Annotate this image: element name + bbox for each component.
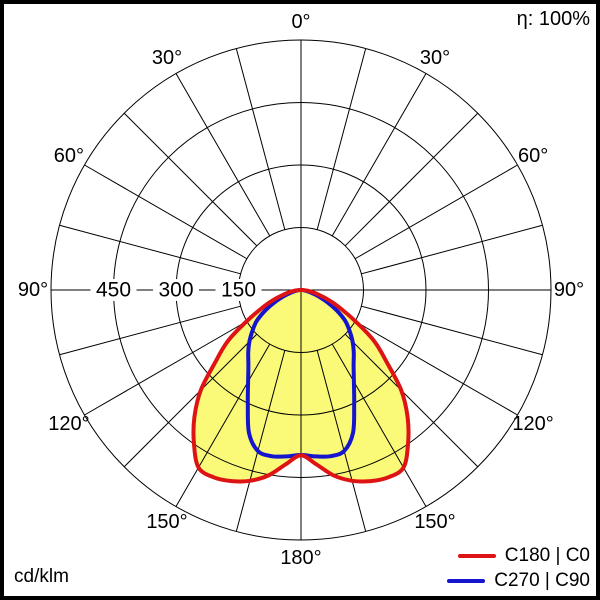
grid-spoke-45-left <box>123 333 258 468</box>
angle-label-60-left: 60° <box>54 145 84 167</box>
grid-spoke-15-left <box>235 350 286 532</box>
angle-label-120-right: 120° <box>512 413 553 435</box>
grid-spoke-15-right <box>316 350 367 532</box>
legend-swatch-red-line <box>457 554 496 558</box>
grid-spoke-120-left <box>84 164 248 260</box>
radial-tick-knockout-300 <box>153 279 199 301</box>
radial-tick-label-300: 300 <box>158 279 193 302</box>
grid-spoke-75-left <box>59 305 241 356</box>
efficiency-label: η: 100% <box>516 8 590 30</box>
grid-spoke-135-right <box>344 112 479 247</box>
grid-spoke-30-left <box>175 343 271 507</box>
grid-spoke-135-left <box>123 112 258 247</box>
series-curve-0 <box>191 287 411 484</box>
grid-spoke-105-left <box>59 224 241 275</box>
angle-label-30-right: 30° <box>420 47 450 69</box>
radial-tick-label-150: 150 <box>221 279 256 302</box>
grid-spoke-60-right <box>354 320 518 416</box>
grid-spoke-165-right <box>316 48 367 230</box>
legend-swatch-blue-line <box>447 579 486 583</box>
grid-spoke-150-left <box>175 73 271 237</box>
angle-label-0: 0° <box>291 11 310 33</box>
angle-label-150-right: 150° <box>414 511 455 533</box>
legend: C180 | C0 C270 | C90 <box>447 545 590 592</box>
legend-item-c270-c90: C270 | C90 <box>447 570 590 592</box>
angle-label-60-right: 60° <box>518 145 548 167</box>
angle-label-30-left: 30° <box>152 47 182 69</box>
legend-label-c180-c0: C180 | C0 <box>504 545 590 566</box>
angle-label-180: 180° <box>280 547 321 569</box>
radial-tick-label-450: 450 <box>96 279 131 302</box>
grid-spoke-150-right <box>331 73 427 237</box>
radial-tick-knockout-450 <box>90 279 137 301</box>
angle-label-150-left: 150° <box>146 511 187 533</box>
grid-spoke-165-left <box>235 48 286 230</box>
unit-label: cd/klm <box>14 566 69 587</box>
radial-tick-knockout-150 <box>215 279 262 301</box>
grid-spoke-45-right <box>344 333 479 468</box>
angle-label-120-left: 120° <box>48 413 89 435</box>
grid-spoke-105-right <box>361 224 543 275</box>
angle-label-90-left: 90° <box>18 279 48 301</box>
legend-item-c180-c0: C180 | C0 <box>447 545 590 567</box>
grid-spoke-75-right <box>361 305 543 356</box>
grid-spoke-60-left <box>84 320 248 416</box>
legend-label-c270-c90: C270 | C90 <box>494 570 590 591</box>
angle-label-90-right: 90° <box>554 279 584 301</box>
grid-spoke-30-right <box>331 343 427 507</box>
grid-spoke-120-right <box>354 164 518 260</box>
